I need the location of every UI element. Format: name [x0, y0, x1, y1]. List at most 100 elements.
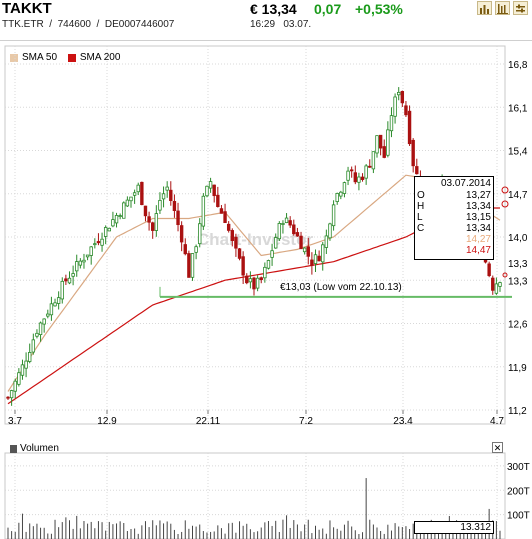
candle-body: [208, 181, 213, 189]
candle-body: [194, 246, 198, 253]
candle-body: [364, 165, 368, 179]
candle-body: [151, 222, 155, 231]
candle-body: [67, 277, 72, 284]
candle-body: [96, 241, 101, 244]
candle-body: [313, 254, 318, 264]
candle-body: [331, 204, 336, 227]
candle-body: [270, 250, 274, 258]
candle-body: [172, 200, 177, 211]
candle-body: [219, 208, 224, 214]
chart-legend: SMA 50 SMA 200: [10, 52, 120, 63]
wkn: 744600: [57, 19, 91, 30]
candle-body: [306, 246, 310, 257]
ticker-name: TAKKT: [2, 0, 52, 17]
candle-body: [147, 216, 151, 223]
volume-grid: [5, 453, 505, 539]
candle-body: [263, 266, 267, 279]
area-chart-icon[interactable]: [495, 1, 510, 15]
x-tick-label: 22.11: [196, 416, 221, 427]
candle-body: [259, 277, 263, 281]
candle-body: [24, 360, 28, 369]
sma200-marker: [501, 186, 509, 194]
candle-body: [491, 277, 495, 291]
sma200-swatch: [67, 53, 76, 62]
candle-body: [85, 254, 90, 258]
candle-body: [349, 169, 354, 172]
x-tick-label: 12.9: [97, 416, 117, 427]
candle-body: [368, 165, 372, 168]
quote-time: 16:29 03.07.: [250, 19, 312, 30]
candle-body: [310, 259, 314, 266]
candle-body: [140, 181, 144, 206]
candle-body: [223, 211, 227, 224]
candle-body: [82, 259, 86, 263]
candle-body: [494, 283, 499, 294]
candle-body: [386, 129, 390, 156]
close-icon[interactable]: ✕: [492, 442, 503, 453]
candle-body: [393, 96, 397, 117]
candle-body: [46, 313, 50, 317]
candle-body: [230, 230, 234, 241]
ohlc-row: H 13,34: [417, 201, 491, 212]
candle-body: [158, 199, 162, 211]
candle-body: [324, 235, 329, 248]
candle-body: [248, 278, 253, 283]
candle-body: [161, 193, 166, 200]
sma50-marker: [501, 200, 509, 208]
sma50-label: SMA 50: [22, 52, 58, 63]
last-price-label: 13,3: [508, 259, 528, 270]
candle-body: [132, 192, 137, 196]
candle-body: [154, 213, 159, 231]
candle-body: [397, 91, 401, 96]
change-percent: +0,53%: [355, 1, 403, 17]
candle-body: [284, 217, 289, 224]
candle-body: [42, 318, 46, 325]
candle-body: [190, 253, 195, 278]
candle-body: [143, 205, 148, 217]
candle-body: [328, 223, 332, 239]
candle-body: [498, 282, 502, 287]
last-marker: [502, 272, 508, 278]
candle-body: [31, 339, 36, 353]
candle-body: [252, 277, 256, 290]
quote-header: TAKKT TTK.ETR / 744600 / DE0007446007 € …: [0, 0, 532, 40]
ohlc-row: O 13,27: [417, 190, 491, 201]
volume-tick-label: 300T: [507, 462, 530, 473]
candle-body: [93, 243, 97, 246]
volume-last-label: 13.312: [414, 521, 494, 534]
x-tick-label: 23.4: [393, 416, 413, 427]
candle-body: [389, 115, 394, 132]
ohlc-row: L 13,15: [417, 212, 491, 223]
candle-body: [342, 182, 347, 194]
isin: DE0007446007: [104, 19, 175, 30]
candle-body: [360, 176, 365, 180]
candle-body: [53, 302, 57, 307]
candle-body: [107, 227, 111, 232]
ohlc-row: 14,47: [465, 245, 491, 256]
header-divider: [0, 40, 532, 41]
candle-body: [266, 260, 271, 269]
candle-body: [75, 261, 79, 272]
sma50-swatch: [10, 53, 18, 62]
x-axis: 3.7 12.9 22.11 7.2 23.4 4.7: [8, 410, 504, 427]
ohlc-date: 03.07.2014: [440, 178, 491, 189]
x-tick-label: 3.7: [8, 416, 22, 427]
candle-body: [13, 380, 17, 392]
volume-tick-label: 200T: [507, 486, 530, 497]
exchange-symbol: TTK.ETR: [2, 19, 44, 30]
security-ids: TTK.ETR / 744600 / DE0007446007: [2, 19, 175, 30]
settings-icon[interactable]: [513, 1, 528, 15]
candle-body: [169, 189, 173, 201]
ohlc-row: C 13,34: [417, 223, 491, 234]
bar-chart-icon[interactable]: [477, 1, 492, 15]
ohlc-row: 14,27: [465, 234, 491, 245]
y-tick-label: 13,3: [508, 276, 528, 287]
candle-body: [122, 202, 126, 219]
y-tick-label: 12,6: [508, 320, 528, 331]
candle-body: [60, 280, 64, 300]
candle-body: [375, 135, 379, 154]
candle-body: [404, 105, 408, 116]
support-line: [159, 286, 512, 298]
candle-body: [299, 235, 303, 250]
